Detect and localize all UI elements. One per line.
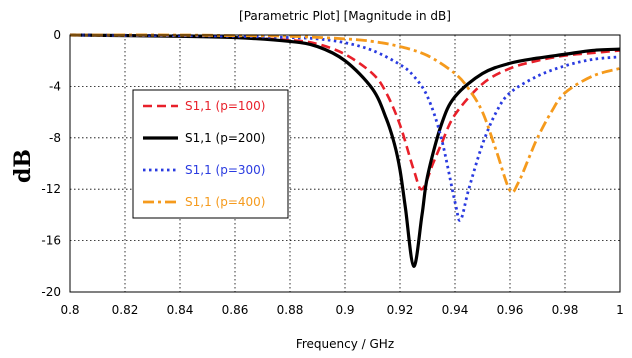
y-tick-label: -12: [41, 182, 61, 196]
x-tick-label: 0.88: [277, 303, 304, 317]
series-line-2: [69, 33, 621, 268]
x-axis-ticks: 0.8 0.82 0.84 0.86 0.88 0.9 0.92 0.94 0.96 0.98 1: [60, 303, 623, 317]
y-axis-ticks: 0 -4 -8 -12 -16 -20: [41, 28, 61, 299]
y-tick-label: -4: [49, 79, 61, 93]
y-tick-label: -16: [41, 234, 61, 248]
legend-label-4: S1,1 (p=400): [185, 195, 265, 209]
x-tick-label: 1: [616, 303, 624, 317]
series-line-3: [69, 33, 621, 222]
legend-box: [132, 89, 289, 219]
x-tick-label: 0.98: [552, 303, 579, 317]
y-axis-label: dB: [10, 149, 36, 183]
plot-frame: [69, 34, 621, 293]
x-tick-label: 0.94: [442, 303, 469, 317]
x-tick-label: 0.86: [222, 303, 249, 317]
series-layer: [69, 33, 621, 268]
legend-label-1: S1,1 (p=100): [185, 99, 265, 113]
x-tick-label: 0.9: [335, 303, 354, 317]
legend-label-2: S1,1 (p=200): [185, 131, 265, 145]
x-tick-label: 0.82: [112, 303, 139, 317]
legend: S1,1 (p=100) S1,1 (p=200) S1,1 (p=300) S1,1…: [132, 89, 289, 219]
series-line-4: [69, 33, 621, 194]
x-axis-label: Frequency / GHz: [296, 337, 394, 351]
chart-title: [Parametric Plot] [Magnitude in dB]: [239, 9, 451, 23]
y-tick-label: -20: [41, 285, 61, 299]
x-tick-label: 0.92: [387, 303, 414, 317]
series-line-1: [69, 33, 621, 191]
y-tick-label: -8: [49, 131, 61, 145]
y-tick-label: 0: [53, 28, 61, 42]
legend-label-3: S1,1 (p=300): [185, 163, 265, 177]
x-tick-label: 0.96: [497, 303, 524, 317]
x-tick-label: 0.84: [167, 303, 194, 317]
x-tick-label: 0.8: [60, 303, 79, 317]
